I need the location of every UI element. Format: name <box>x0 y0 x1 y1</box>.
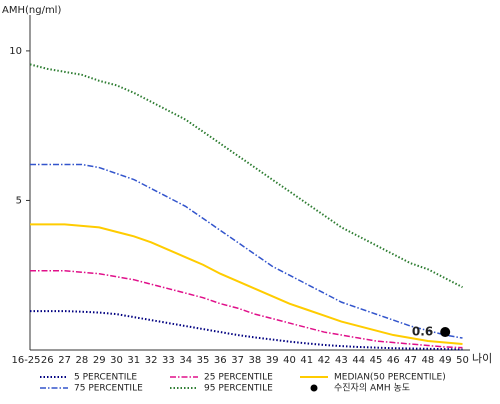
x-tick-label: 50 <box>456 355 469 366</box>
y-tick-label: 5 <box>16 195 22 206</box>
x-tick-label: 35 <box>197 355 210 366</box>
legend-label: MEDIAN(50 PERCENTILE) <box>334 373 446 383</box>
y-axis-title: AMH(ng/ml) <box>2 5 61 16</box>
series-line <box>30 269 463 349</box>
series-line <box>30 223 463 346</box>
x-tick-label: 32 <box>145 355 158 366</box>
x-tick-label: 16-25 <box>11 355 40 366</box>
series-line <box>29 63 463 289</box>
x-tick-label: 43 <box>335 355 348 366</box>
patient-label: 0.6 <box>412 325 433 339</box>
x-axis-title: 나이 <box>472 352 492 365</box>
x-tick-label: 30 <box>110 355 123 366</box>
x-tick-label: 41 <box>300 355 313 366</box>
x-tick-label: 45 <box>370 355 383 366</box>
x-tick-label: 37 <box>231 355 244 366</box>
x-tick-label: 39 <box>266 355 279 366</box>
legend-label: 수진자의 AMH 농도 <box>334 383 410 394</box>
legend-label: 5 PERCENTILE <box>74 373 137 383</box>
y-tick-label: 10 <box>9 46 22 57</box>
x-tick-label: 31 <box>127 355 140 366</box>
x-tick-label: 26 <box>41 355 54 366</box>
x-tick-label: 33 <box>162 355 175 366</box>
patient-point <box>440 327 451 338</box>
x-tick-label: 34 <box>179 355 192 366</box>
series-line <box>30 310 463 351</box>
x-tick-label: 28 <box>76 355 89 366</box>
x-tick-label: 42 <box>318 355 331 366</box>
legend-swatch <box>310 384 318 392</box>
legend-label: 75 PERCENTILE <box>74 384 143 394</box>
legend-label: 95 PERCENTILE <box>204 384 273 394</box>
series-line <box>30 163 463 339</box>
x-tick-label: 29 <box>93 355 106 366</box>
x-tick-label: 40 <box>283 355 296 366</box>
x-tick-label: 46 <box>387 355 400 366</box>
x-tick-label: 27 <box>58 355 71 366</box>
x-tick-label: 36 <box>214 355 227 366</box>
legend-label: 25 PERCENTILE <box>204 373 273 383</box>
x-tick-label: 49 <box>439 355 452 366</box>
x-tick-label: 38 <box>249 355 262 366</box>
x-tick-label: 48 <box>422 355 435 366</box>
x-tick-label: 47 <box>404 355 417 366</box>
x-tick-label: 44 <box>352 355 365 366</box>
